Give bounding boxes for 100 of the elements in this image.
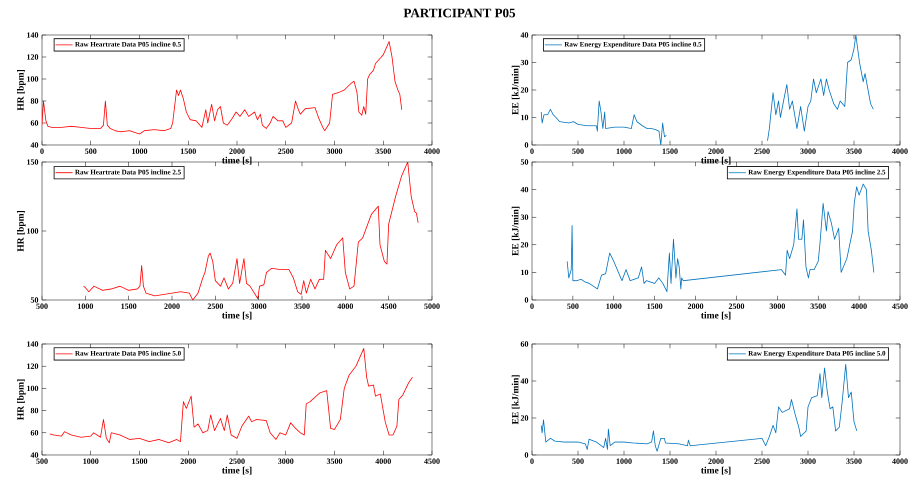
y-tick-label: 140 xyxy=(27,32,38,38)
y-tick-label: 100 xyxy=(27,228,38,234)
y-tick-label: 60 xyxy=(30,120,38,126)
x-tick-label: 0 xyxy=(40,148,44,154)
y-axis-title: HR [bpm] xyxy=(17,379,26,420)
x-tick-label: 4000 xyxy=(892,458,908,464)
x-tick-label: 2500 xyxy=(728,304,744,309)
x-tick-label: 3500 xyxy=(846,148,862,154)
y-tick-label: 50 xyxy=(520,159,528,165)
x-tick-label: 3500 xyxy=(294,304,310,309)
y-tick-label: 20 xyxy=(520,87,528,93)
y-tick-label: 60 xyxy=(520,341,528,347)
line-series xyxy=(42,41,402,134)
x-tick-label: 4500 xyxy=(380,304,396,309)
y-tick-label: 100 xyxy=(27,76,38,82)
y-tick-label: 40 xyxy=(30,142,38,148)
x-tick-label: 2000 xyxy=(708,458,724,464)
x-tick-label: 4500 xyxy=(892,304,908,309)
x-tick-label: 1500 xyxy=(647,304,662,309)
x-tick-label: 0 xyxy=(530,148,534,154)
x-tick-label: 1500 xyxy=(121,304,136,309)
y-tick-label: 40 xyxy=(520,378,528,384)
x-tick-label: 3000 xyxy=(770,304,786,309)
x-axis-title: time [s] xyxy=(222,312,252,320)
text: PARTICIPANT P05 xyxy=(404,8,516,18)
y-tick-label: 40 xyxy=(520,32,528,38)
x-axis-title: time [s] xyxy=(222,156,252,165)
y-axis-title: HR [bpm] xyxy=(17,70,26,111)
x-tick-label: 500 xyxy=(85,148,96,154)
x-tick-label: 1000 xyxy=(616,458,632,464)
x-axis-title: time [s] xyxy=(700,156,730,165)
x-tick-label: 2500 xyxy=(754,458,770,464)
y-tick-label: 20 xyxy=(520,242,528,248)
x-axis-title: time [s] xyxy=(700,466,730,475)
y-tick-label: 20 xyxy=(520,415,528,421)
x-tick-label: 1000 xyxy=(83,458,98,464)
x-tick-label: 4000 xyxy=(424,148,440,154)
y-axis-title: EE [kJ/min] xyxy=(512,66,520,115)
x-tick-label: 3000 xyxy=(800,148,816,154)
line-series xyxy=(49,348,413,444)
y-tick-label: 10 xyxy=(521,270,528,276)
x-tick-label: 500 xyxy=(567,304,579,309)
x-tick-label: 1000 xyxy=(78,304,94,309)
x-tick-label: 3000 xyxy=(326,148,342,154)
y-tick-label: 10 xyxy=(521,114,528,120)
y-tick-label: 40 xyxy=(30,452,38,458)
x-tick-label: 4000 xyxy=(375,458,391,464)
x-axis-title: time [s] xyxy=(700,312,730,320)
x-tick-label: 3500 xyxy=(376,148,391,154)
y-tick-label: 0 xyxy=(524,142,528,148)
x-tick-label: 0 xyxy=(530,304,534,309)
line-series xyxy=(566,184,874,292)
y-tick-label: 120 xyxy=(27,54,38,60)
x-tick-label: 4000 xyxy=(892,148,908,154)
y-tick-label: 0 xyxy=(524,297,528,303)
y-tick-label: 80 xyxy=(30,408,38,414)
x-tick-label: 1500 xyxy=(662,148,678,154)
x-tick-label: 2000 xyxy=(164,304,180,309)
x-tick-label: 3500 xyxy=(810,304,826,309)
x-tick-label: 2000 xyxy=(688,304,704,309)
y-axis-title: EE [kJ/min] xyxy=(512,206,520,256)
x-tick-label: 4500 xyxy=(424,458,440,464)
x-tick-label: 3500 xyxy=(326,458,342,464)
x-tick-label: 0 xyxy=(530,458,534,464)
y-tick-label: 40 xyxy=(520,186,528,192)
x-tick-label: 4000 xyxy=(337,304,354,309)
x-tick-label: 4000 xyxy=(851,304,867,309)
x-tick-label: 1500 xyxy=(180,148,196,154)
x-tick-label: 1500 xyxy=(132,458,148,464)
x-tick-label: 3500 xyxy=(846,458,862,464)
y-tick-label: 80 xyxy=(30,98,38,104)
line-series xyxy=(540,364,858,452)
x-tick-label: 2000 xyxy=(180,458,196,464)
x-tick-label: 3000 xyxy=(278,458,294,464)
y-tick-label: 50 xyxy=(30,297,38,303)
x-tick-label: 1500 xyxy=(662,458,678,464)
x-tick-label: 500 xyxy=(572,148,584,154)
x-tick-label: 3000 xyxy=(800,458,816,464)
y-tick-label: 0 xyxy=(524,452,528,458)
y-tick-label: 60 xyxy=(30,430,38,436)
x-tick-label: 3000 xyxy=(250,304,266,309)
x-axis-title: time [s] xyxy=(222,466,252,475)
x-tick-label: 1000 xyxy=(606,304,622,309)
y-tick-label: 100 xyxy=(27,386,38,392)
x-tick-label: 2000 xyxy=(229,148,245,154)
y-tick-label: 120 xyxy=(27,363,38,369)
x-tick-label: 500 xyxy=(572,458,584,464)
x-tick-label: 5000 xyxy=(424,304,440,309)
x-tick-label: 2000 xyxy=(708,148,724,154)
x-tick-label: 2500 xyxy=(754,148,770,154)
x-tick-label: 500 xyxy=(36,304,48,309)
x-tick-label: 500 xyxy=(36,458,48,464)
y-tick-label: 140 xyxy=(27,341,38,347)
x-tick-label: 1000 xyxy=(616,148,632,154)
y-tick-label: 30 xyxy=(520,214,528,220)
x-tick-label: 2500 xyxy=(208,304,224,309)
y-tick-label: 150 xyxy=(27,159,38,165)
y-axis-title: HR [bpm] xyxy=(17,210,26,252)
y-axis-title: EE [kJ/min] xyxy=(512,375,520,424)
y-tick-label: 30 xyxy=(520,60,528,66)
